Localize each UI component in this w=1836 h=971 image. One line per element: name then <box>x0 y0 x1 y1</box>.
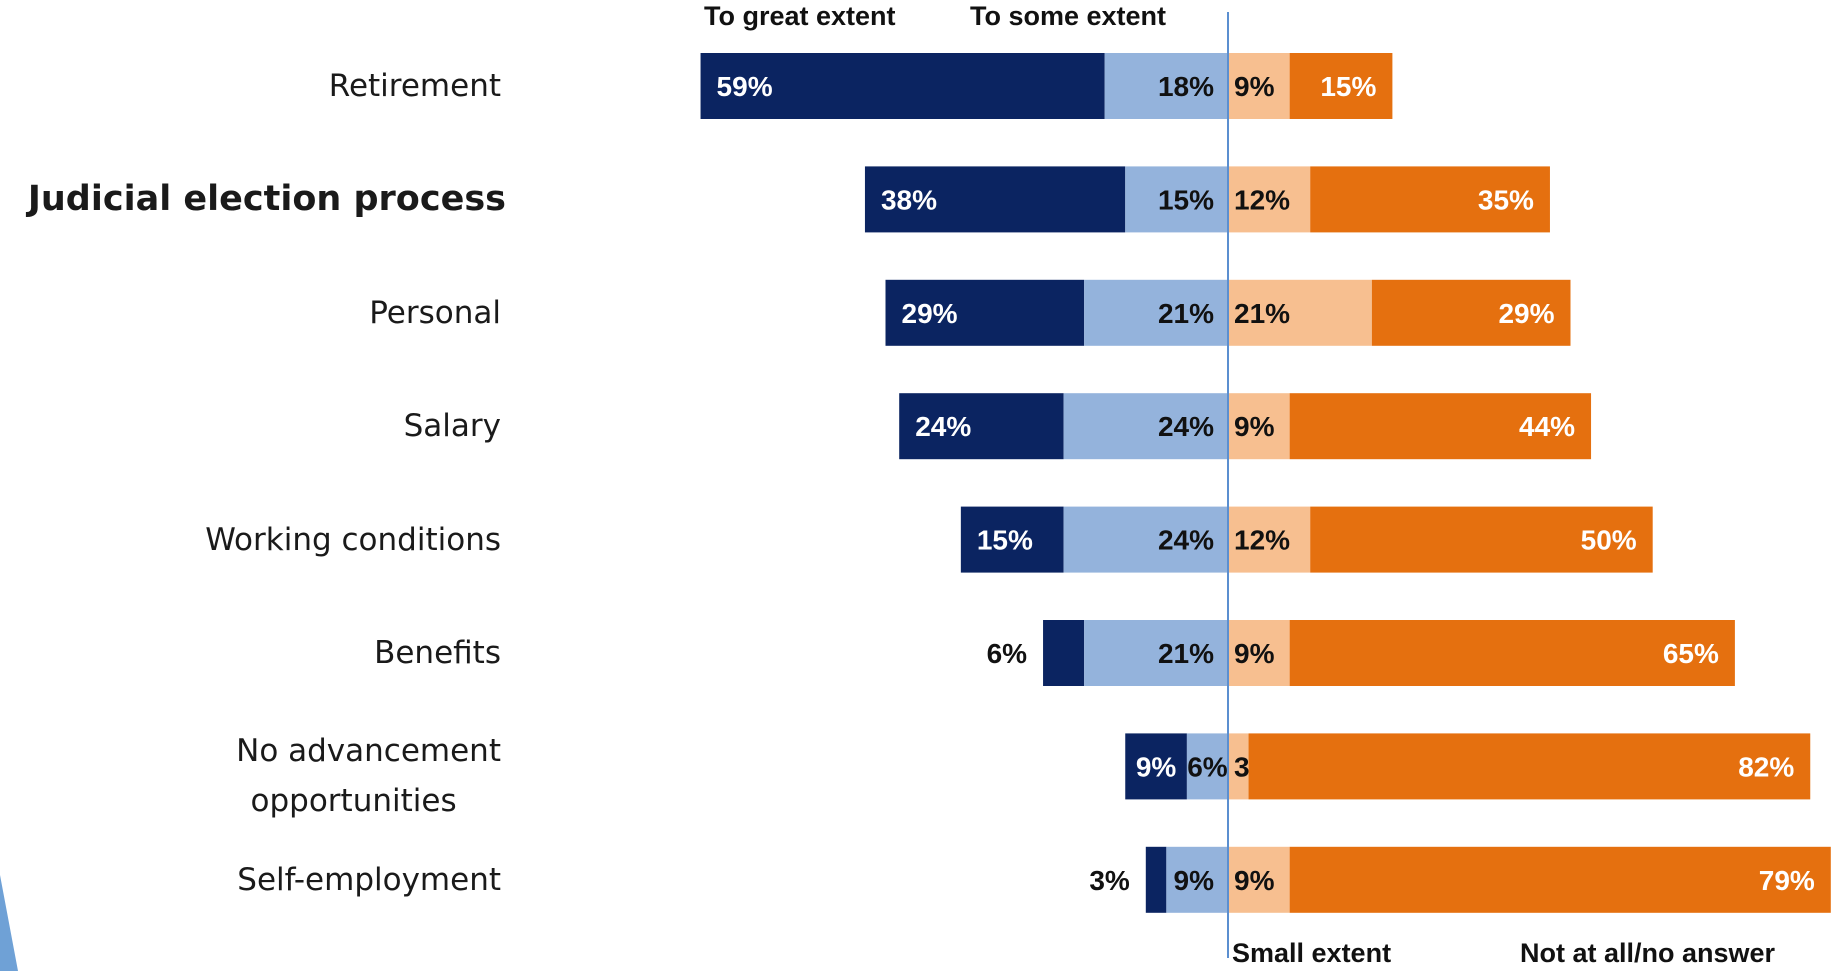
value-label-to-some-extent-working-conditions: 24% <box>1158 525 1214 556</box>
value-label-to-great-extent-working-conditions: 15% <box>977 525 1033 556</box>
value-label-not-at-all-no-answer-benefits: 65% <box>1663 638 1719 669</box>
value-label-to-great-extent-judicial-election-process: 38% <box>881 184 937 215</box>
value-label-small-extent-salary: 9% <box>1234 411 1275 442</box>
bar-not-at-all-no-answer-self-employment <box>1289 846 1831 913</box>
bar-to-great-extent-judicial-election-process <box>864 166 1126 233</box>
category-label-self-employment: Self-employment <box>237 861 501 898</box>
value-label-small-extent-benefits: 9% <box>1234 638 1275 669</box>
category-label-working-conditions: Working conditions <box>205 521 501 558</box>
bar-to-great-extent-no-advancement-opportunities <box>1125 733 1187 800</box>
legend-small-extent: Small extent <box>1232 938 1392 968</box>
legend-to-great-extent: To great extent <box>704 1 896 31</box>
value-label-to-great-extent-salary: 24% <box>915 411 971 442</box>
bar-small-extent-retirement <box>1228 53 1290 119</box>
bar-to-some-extent-benefits <box>1084 620 1228 686</box>
value-label-small-extent-working-conditions: 12% <box>1234 525 1290 556</box>
value-label-to-great-extent-benefits: 6% <box>987 638 1028 669</box>
category-label-no-advancement-opportunities: No advancement opportunities <box>236 733 501 820</box>
value-label-not-at-all-no-answer-working-conditions: 50% <box>1581 525 1637 556</box>
bar-to-great-extent-personal <box>885 279 1085 346</box>
value-label-to-some-extent-self-employment: 9% <box>1174 865 1215 896</box>
bar-small-extent-benefits <box>1228 620 1290 686</box>
value-label-to-great-extent-retirement: 59% <box>717 71 773 102</box>
bar-to-some-extent-judicial-election-process <box>1125 166 1228 233</box>
value-label-not-at-all-no-answer-salary: 44% <box>1519 411 1575 442</box>
category-label-judicial-election-process: Judicial election process <box>27 179 506 220</box>
value-label-not-at-all-no-answer-personal: 29% <box>1498 298 1554 329</box>
bar-not-at-all-no-answer-no-advancement-opportunities <box>1248 733 1811 800</box>
bar-to-great-extent-self-employment <box>1145 846 1167 913</box>
category-label-benefits: Benefits <box>374 635 501 671</box>
value-label-small-extent-self-employment: 9% <box>1234 865 1275 896</box>
value-label-to-great-extent-self-employment: 3% <box>1089 865 1130 896</box>
value-label-not-at-all-no-answer-no-advancement-opportunities: 82% <box>1738 751 1794 782</box>
bar-not-at-all-no-answer-personal <box>1371 279 1571 346</box>
value-label-small-extent-personal: 21% <box>1234 298 1290 329</box>
bar-small-extent-working-conditions <box>1228 506 1311 573</box>
bar-not-at-all-no-answer-working-conditions <box>1310 506 1653 573</box>
bar-to-great-extent-retirement <box>700 53 1105 119</box>
bar-to-some-extent-working-conditions <box>1063 506 1228 573</box>
category-label-retirement: Retirement <box>328 68 501 104</box>
bar-to-some-extent-no-advancement-opportunities <box>1186 733 1228 800</box>
value-label-to-great-extent-no-advancement-opportunities: 9% <box>1136 751 1177 782</box>
value-label-to-some-extent-judicial-election-process: 15% <box>1158 184 1214 215</box>
category-label-personal: Personal <box>369 294 501 331</box>
bar-to-some-extent-retirement <box>1104 53 1228 119</box>
bar-small-extent-judicial-election-process <box>1228 166 1311 233</box>
bar-small-extent-no-advancement-opportunities <box>1228 733 1249 800</box>
value-label-not-at-all-no-answer-self-employment: 79% <box>1759 865 1815 896</box>
bar-to-great-extent-salary <box>899 393 1064 460</box>
value-label-small-extent-retirement: 9% <box>1234 71 1275 102</box>
bar-not-at-all-no-answer-salary <box>1289 393 1592 460</box>
bar-not-at-all-no-answer-judicial-election-process <box>1310 166 1550 233</box>
value-label-to-great-extent-personal: 29% <box>902 298 958 329</box>
legend-to-some-extent: To some extent <box>970 1 1167 31</box>
bar-to-great-extent-benefits <box>1043 620 1085 686</box>
bar-to-some-extent-self-employment <box>1166 846 1228 913</box>
bar-small-extent-salary <box>1228 393 1290 460</box>
value-label-to-some-extent-benefits: 21% <box>1158 638 1214 669</box>
value-label-not-at-all-no-answer-retirement: 15% <box>1320 71 1376 102</box>
bar-to-some-extent-salary <box>1063 393 1228 460</box>
decorative-corner <box>0 875 18 971</box>
bar-small-extent-personal <box>1228 279 1372 346</box>
value-label-to-some-extent-salary: 24% <box>1158 411 1214 442</box>
legend-not-at-all: Not at all/no answer <box>1520 938 1776 968</box>
value-label-to-some-extent-retirement: 18% <box>1158 71 1214 102</box>
bar-not-at-all-no-answer-benefits <box>1289 620 1735 686</box>
bar-small-extent-self-employment <box>1228 846 1290 913</box>
bar-to-great-extent-working-conditions <box>960 506 1064 573</box>
bar-to-some-extent-personal <box>1084 279 1228 346</box>
value-label-to-some-extent-personal: 21% <box>1158 298 1214 329</box>
value-label-to-some-extent-no-advancement-opportunities: 6% <box>1187 751 1228 782</box>
category-label-salary: Salary <box>403 408 501 445</box>
bar-not-at-all-no-answer-retirement <box>1289 53 1393 119</box>
value-label-not-at-all-no-answer-judicial-election-process: 35% <box>1478 184 1534 215</box>
value-label-small-extent-judicial-election-process: 12% <box>1234 184 1290 215</box>
